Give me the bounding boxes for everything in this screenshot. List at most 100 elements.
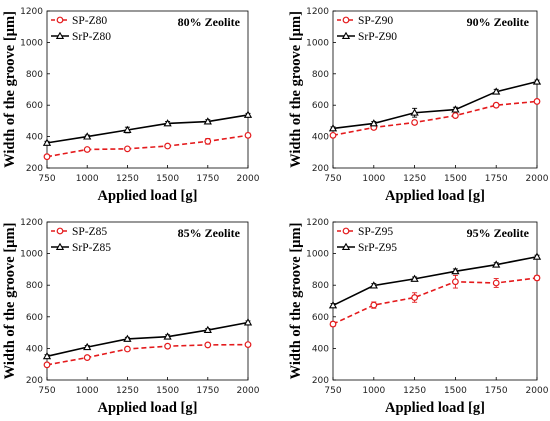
plot-frame	[46, 221, 249, 381]
x-tick-label: 750	[38, 174, 55, 184]
x-axis-title: Applied load [g]	[98, 400, 198, 416]
legend-label: SP-Z85	[72, 226, 107, 238]
legend-marker	[55, 31, 65, 39]
data-point	[532, 252, 542, 260]
legend-label: SP-Z90	[358, 15, 393, 27]
series-line	[332, 100, 538, 137]
x-tick-label: 1000	[76, 174, 99, 184]
y-tick-label: 1200	[306, 7, 329, 17]
plot-frame	[332, 221, 538, 381]
y-tick-label: 1000	[20, 38, 43, 48]
data-point	[83, 354, 91, 361]
data-point	[83, 132, 92, 140]
legend-marker	[342, 227, 350, 235]
data-point	[328, 124, 338, 132]
y-axis-title: Width of the groove [µm]	[2, 11, 18, 168]
legend-marker	[342, 16, 350, 24]
legend-marker	[341, 242, 351, 250]
data-point	[243, 110, 253, 118]
data-point	[492, 87, 501, 95]
x-axis-title: Applied load [g]	[385, 400, 485, 416]
x-tick-label: 2000	[526, 386, 549, 396]
y-tick-label: 1200	[20, 218, 43, 228]
data-point	[329, 131, 337, 139]
y-tick-label: 800	[312, 70, 329, 80]
data-point	[204, 137, 212, 145]
series-line	[332, 277, 538, 325]
data-point	[370, 301, 378, 309]
y-tick-label: 200	[26, 164, 43, 174]
data-point	[204, 341, 212, 349]
data-point	[410, 108, 419, 116]
y-tick-label: 400	[312, 133, 329, 143]
data-point	[533, 274, 541, 282]
y-tick-label: 200	[26, 376, 43, 386]
x-tick-label: 1250	[116, 386, 139, 396]
data-point	[203, 117, 212, 125]
x-tick-label: 2000	[237, 174, 260, 184]
y-tick-label: 200	[312, 164, 329, 174]
data-point	[411, 294, 419, 301]
series-srp-z80	[42, 110, 253, 146]
data-point	[164, 342, 172, 350]
series-line	[46, 343, 249, 366]
y-tick-label: 400	[26, 133, 43, 143]
y-tick-label: 800	[312, 281, 329, 291]
data-point	[83, 342, 92, 351]
data-point	[533, 98, 541, 105]
y-tick-label: 400	[26, 344, 43, 354]
panel-title: 85% Zeolite	[178, 226, 241, 240]
data-point	[492, 101, 500, 109]
x-tick-label: 1750	[485, 174, 508, 184]
data-point	[163, 119, 172, 127]
data-point	[411, 119, 419, 126]
data-point	[369, 119, 378, 127]
y-tick-label: 200	[312, 376, 329, 386]
plot-frame	[332, 10, 538, 169]
data-point	[83, 146, 91, 153]
data-point	[451, 105, 460, 113]
data-point	[329, 320, 337, 328]
series-line	[46, 321, 249, 358]
data-point	[163, 332, 172, 340]
series-line	[46, 114, 249, 144]
data-point	[244, 341, 252, 349]
x-tick-label: 750	[324, 386, 341, 396]
y-tick-label: 800	[26, 281, 43, 291]
data-point	[243, 318, 253, 326]
y-tick-label: 1200	[20, 7, 43, 17]
x-tick-label: 750	[38, 386, 55, 396]
legend-label: SrP-Z85	[72, 242, 111, 254]
data-point	[532, 77, 542, 85]
y-tick-label: 1000	[306, 38, 329, 48]
x-tick-label: 1500	[156, 386, 179, 396]
chart-panel-2: 750 1000 1250 1500 1750 2000 200 400 600 800 1000 1…	[288, 7, 549, 204]
data-point	[328, 301, 338, 309]
legend-marker	[56, 16, 64, 24]
y-axis-title: Width of the groove [µm]	[288, 223, 304, 380]
data-point	[123, 125, 132, 133]
series-line	[332, 80, 538, 130]
legend-marker	[55, 242, 65, 250]
chart-panel-3: 750 1000 1250 1500 1750 2000 200 400 600 800 1000 1…	[2, 218, 260, 416]
series-srp-z90	[328, 77, 542, 132]
x-tick-label: 1500	[444, 174, 467, 184]
data-point	[43, 153, 51, 161]
data-point	[452, 278, 459, 286]
y-tick-label: 600	[312, 101, 329, 111]
data-point	[43, 361, 51, 369]
x-tick-label: 1000	[362, 386, 385, 396]
panel-title: 80% Zeolite	[178, 15, 241, 29]
legend-label: SrP-Z90	[358, 31, 397, 43]
data-point	[123, 145, 131, 153]
y-tick-label: 600	[312, 313, 329, 323]
x-tick-label: 1750	[485, 386, 508, 396]
data-point	[452, 112, 459, 119]
y-tick-label: 600	[26, 101, 43, 111]
data-point	[42, 138, 52, 146]
chart-panel-4: 750 1000 1250 1500 1750 2000 200 400 600 800 1000 1…	[288, 218, 549, 416]
x-tick-label: 750	[324, 174, 341, 184]
x-tick-label: 1250	[403, 174, 426, 184]
x-tick-label: 1500	[444, 386, 467, 396]
